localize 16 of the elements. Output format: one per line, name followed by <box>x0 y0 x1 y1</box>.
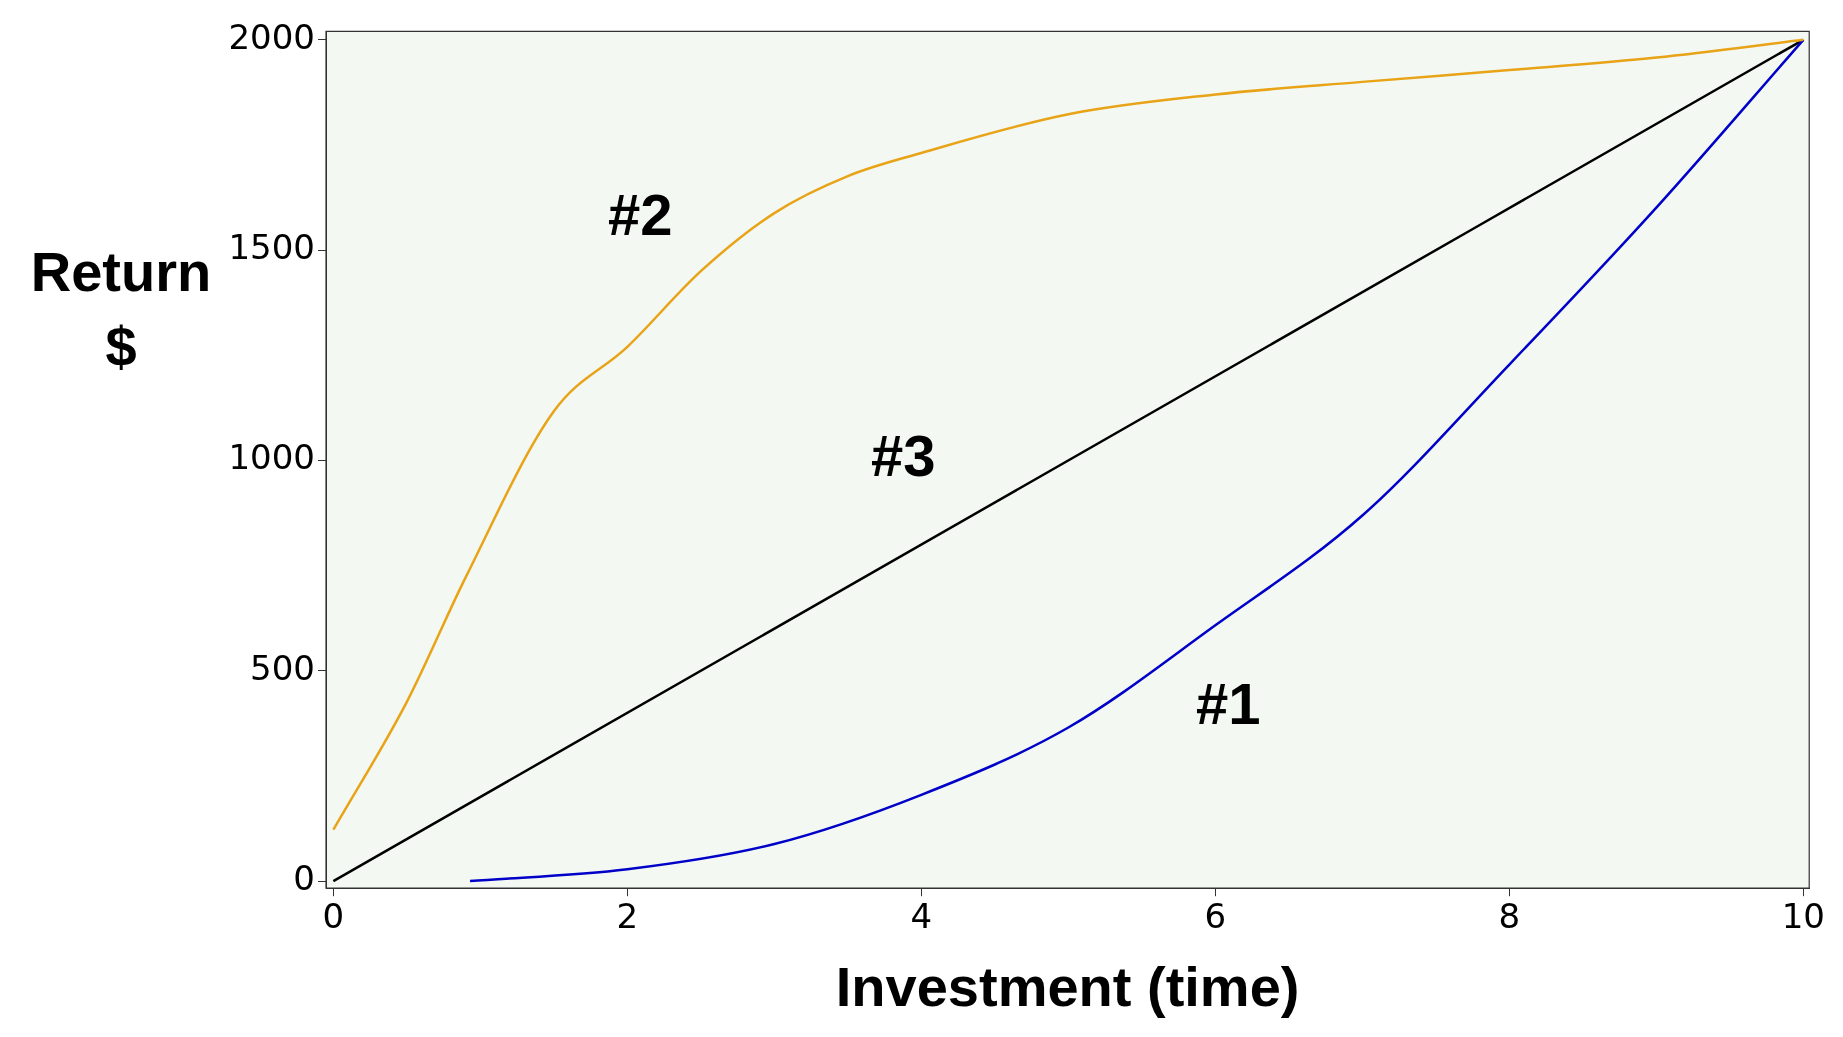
x-tick-label: 6 <box>1204 896 1227 937</box>
y-tick-label: 0 <box>293 857 315 898</box>
x-tick-label: 10 <box>1781 896 1825 937</box>
x-tick-label: 2 <box>616 896 639 937</box>
y-axis-title: Return $ <box>30 240 212 379</box>
series-label: #1 <box>1196 671 1261 737</box>
series-label: #2 <box>608 181 673 247</box>
x-tick-label: 4 <box>910 896 933 937</box>
y-tick-label: 1000 <box>228 437 315 478</box>
y-tick-label: 2000 <box>228 16 315 57</box>
y-tick-label: 500 <box>250 647 315 688</box>
series-label: #3 <box>871 422 936 488</box>
x-tick-label: 0 <box>322 896 345 937</box>
x-axis-title: Investment (time) <box>835 955 1300 1019</box>
y-tick-label: 1500 <box>228 226 315 267</box>
x-tick-label: 8 <box>1498 896 1521 937</box>
